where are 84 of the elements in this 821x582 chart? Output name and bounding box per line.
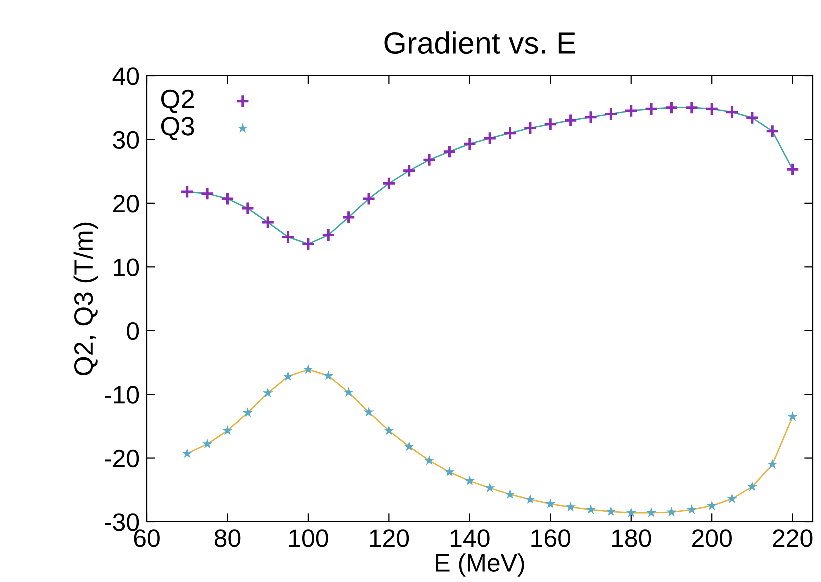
point xyxy=(261,215,276,230)
point xyxy=(505,489,516,499)
y-tick-label: -10 xyxy=(105,386,140,404)
point xyxy=(283,371,294,382)
point xyxy=(586,504,596,514)
point xyxy=(706,500,718,510)
point xyxy=(180,184,194,200)
point xyxy=(424,455,435,466)
point xyxy=(546,498,556,509)
point xyxy=(747,482,758,492)
y-tick-label: -20 xyxy=(105,450,140,468)
point xyxy=(525,494,536,504)
point xyxy=(301,237,316,252)
point xyxy=(503,126,518,140)
point xyxy=(222,426,233,436)
point xyxy=(402,164,416,178)
x-tick-label: 140 xyxy=(450,530,490,548)
legend-label: Q3 xyxy=(161,117,194,141)
point xyxy=(220,192,235,206)
point xyxy=(644,102,659,116)
point xyxy=(646,508,657,518)
point xyxy=(242,408,254,418)
point xyxy=(422,153,437,168)
point xyxy=(664,100,679,115)
x-tick-label: 80 xyxy=(214,530,241,548)
point xyxy=(364,407,374,417)
x-tick-label: 60 xyxy=(134,530,160,548)
point xyxy=(564,114,578,128)
point xyxy=(240,201,255,216)
point xyxy=(182,448,192,458)
point xyxy=(384,426,394,436)
point xyxy=(768,459,778,470)
point xyxy=(303,364,314,374)
point xyxy=(584,110,598,124)
point xyxy=(766,124,780,138)
legend-label: Q2 xyxy=(161,90,194,114)
point xyxy=(686,504,698,514)
y-tick-label: -30 xyxy=(105,514,140,532)
point xyxy=(684,100,699,115)
x-tick-label: 160 xyxy=(532,530,571,548)
point xyxy=(483,131,498,146)
point xyxy=(788,411,798,422)
y-tick-label: 30 xyxy=(113,131,140,150)
point xyxy=(262,388,274,398)
x-tick-label: 100 xyxy=(290,530,328,548)
chart-title: Gradient vs. E xyxy=(384,32,576,54)
y-tick-label: 10 xyxy=(114,258,140,276)
y-tick-label: 40 xyxy=(112,68,140,86)
point xyxy=(344,387,354,398)
point xyxy=(404,441,414,452)
point xyxy=(464,476,476,486)
y-axis-title: Q2, Q3 (T/m) xyxy=(74,222,98,376)
x-tick-label: 200 xyxy=(692,530,732,548)
x-axis-title: E (MeV) xyxy=(436,554,524,577)
x-tick-label: 120 xyxy=(370,530,410,548)
point xyxy=(624,104,638,118)
point xyxy=(523,121,538,136)
point xyxy=(666,507,677,517)
point xyxy=(604,107,618,122)
y-tick-label: 20 xyxy=(114,195,140,213)
point xyxy=(786,162,800,177)
point xyxy=(342,210,356,225)
point xyxy=(442,144,457,159)
point xyxy=(281,230,296,244)
point xyxy=(382,176,396,191)
point xyxy=(727,494,738,504)
y-tick-label: 0 xyxy=(127,322,140,340)
point xyxy=(705,102,720,116)
x-tick-label: 180 xyxy=(612,530,652,548)
point xyxy=(324,370,334,380)
point xyxy=(362,192,376,206)
x-tick-label: 220 xyxy=(773,530,813,548)
point xyxy=(202,438,213,449)
point xyxy=(484,482,496,493)
point xyxy=(566,502,576,512)
point xyxy=(200,186,215,201)
point xyxy=(462,137,477,152)
point xyxy=(626,508,636,518)
point xyxy=(606,506,616,516)
point xyxy=(725,105,740,120)
point xyxy=(322,228,336,242)
point xyxy=(745,110,760,126)
point xyxy=(544,117,558,132)
point xyxy=(444,466,455,477)
